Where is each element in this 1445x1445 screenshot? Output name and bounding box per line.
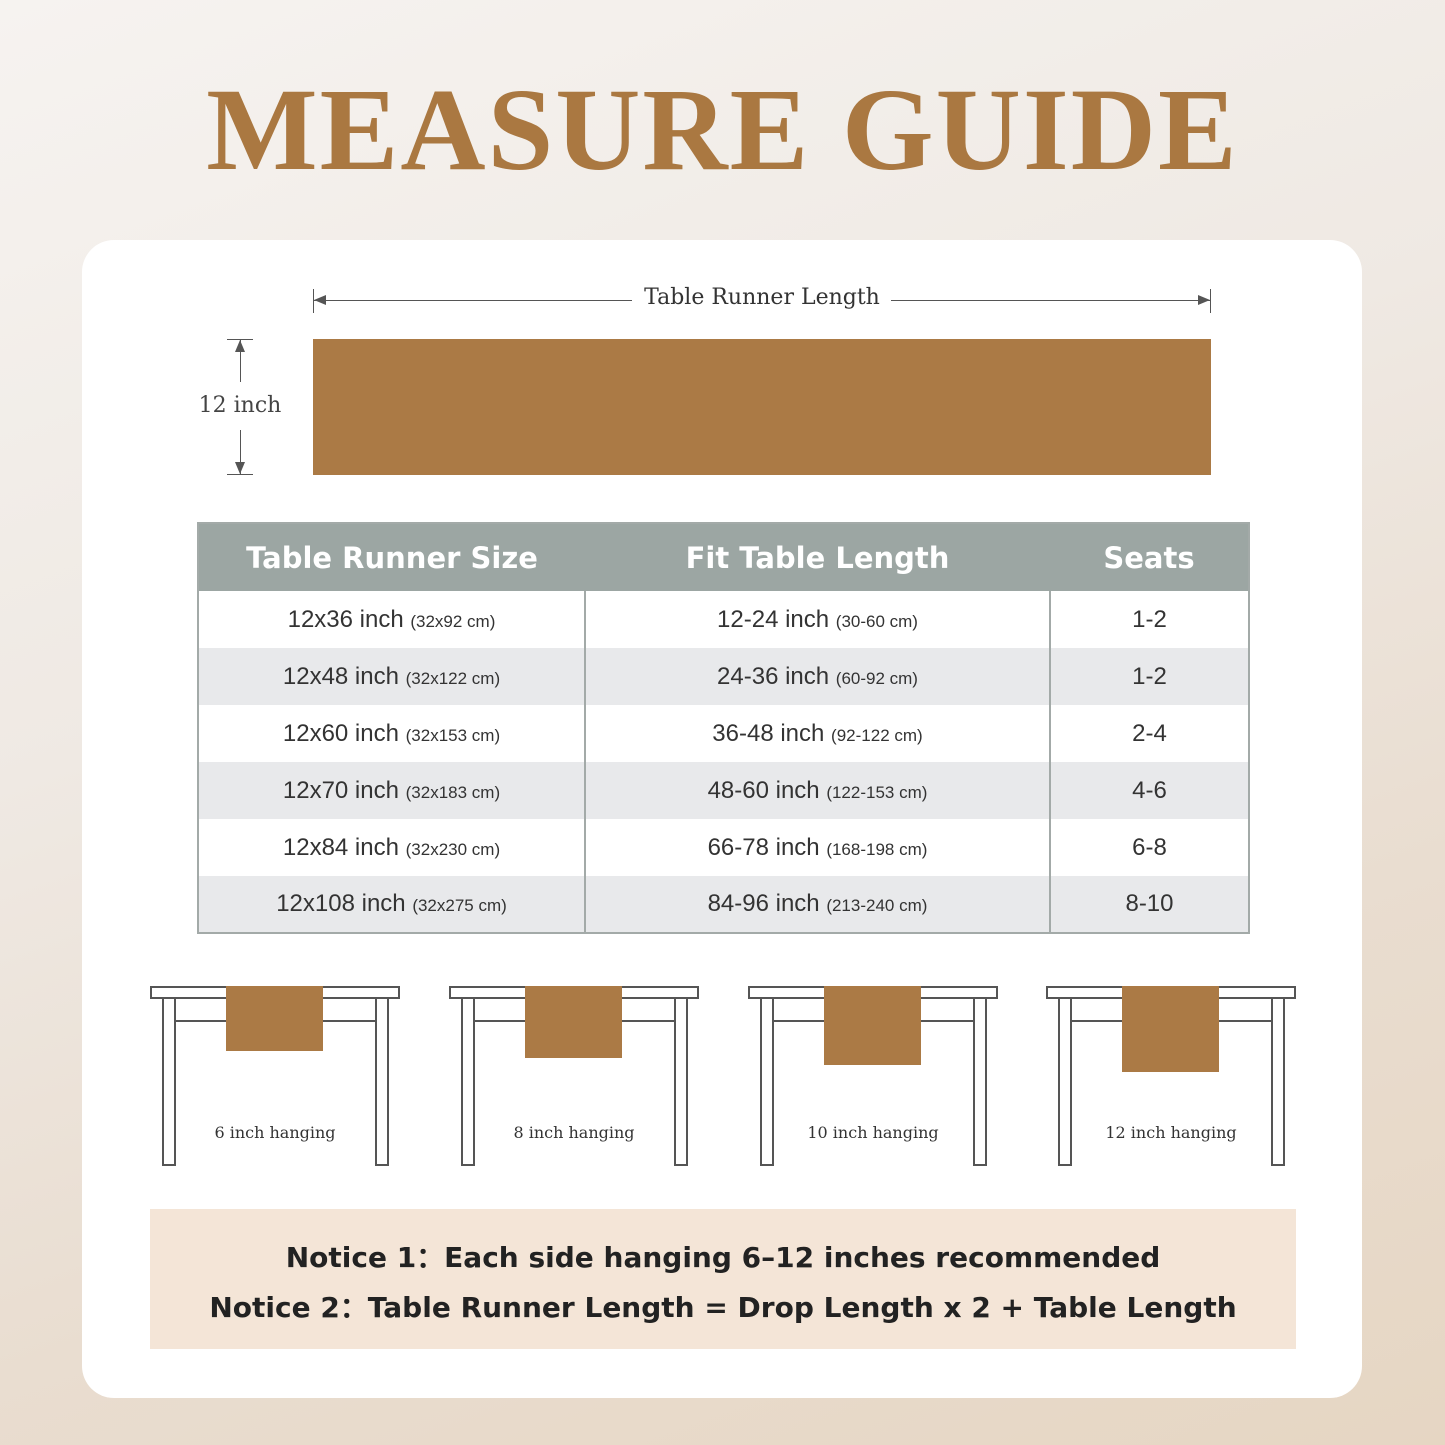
arrow-up-icon xyxy=(235,340,245,352)
size-inch: 12x84 inch xyxy=(282,833,399,861)
page-title: MEASURE GUIDE xyxy=(206,64,1239,195)
runner-illustration xyxy=(313,339,1211,475)
size-cm: (32x122 cm) xyxy=(405,668,501,688)
seats-cell: 4-6 xyxy=(1049,762,1249,819)
hanging-label: 6 inch hanging xyxy=(214,1123,336,1142)
size-cm: (32x92 cm) xyxy=(410,611,496,631)
size-cm: (32x153 cm) xyxy=(405,725,501,745)
fit-cm: (122-153 cm) xyxy=(826,782,928,802)
table-hanging-illustration: 6 inch hanging xyxy=(150,986,400,1168)
runner-drape xyxy=(824,986,921,1065)
notice-1: Notice 1：Each side hanging 6–12 inches r… xyxy=(285,1241,1161,1274)
fit-cell: 66-78 inch (168-198 cm) xyxy=(584,819,1050,876)
arrow-left-icon xyxy=(314,295,326,305)
table-row: 12x84 inch (32x230 cm) 66-78 inch (168-1… xyxy=(198,819,1249,876)
size-cm: (32x230 cm) xyxy=(405,839,501,859)
fit-cell: 48-60 inch (122-153 cm) xyxy=(584,762,1050,819)
fit-cell: 12-24 inch (30-60 cm) xyxy=(584,591,1050,648)
hanging-label: 12 inch hanging xyxy=(1105,1123,1237,1142)
hanging-label: 8 inch hanging xyxy=(513,1123,635,1142)
size-cell: 12x84 inch (32x230 cm) xyxy=(198,819,585,876)
header-fit: Fit Table Length xyxy=(585,523,1050,591)
fit-cm: (60-92 cm) xyxy=(835,668,918,688)
header-size: Table Runner Size xyxy=(198,523,585,591)
fit-inch: 24-36 inch xyxy=(717,662,830,690)
table-hanging-illustration: 10 inch hanging xyxy=(748,986,998,1168)
size-inch: 12x60 inch xyxy=(282,719,399,747)
size-inch: 12x36 inch xyxy=(287,605,404,633)
hanging-label: 10 inch hanging xyxy=(807,1123,939,1142)
seats-cell: 2-4 xyxy=(1049,705,1249,762)
arrow-down-icon xyxy=(235,462,245,474)
seats-cell: 1-2 xyxy=(1049,591,1249,648)
size-cm: (32x275 cm) xyxy=(412,896,507,915)
size-cell: 12x108 inch (32x275 cm) xyxy=(198,876,585,933)
fit-inch: 48-60 inch xyxy=(707,776,820,804)
table-hanging-illustration: 8 inch hanging xyxy=(449,986,699,1168)
seats-cell: 6-8 xyxy=(1049,819,1249,876)
fit-cell: 84-96 inch (213-240 cm) xyxy=(584,876,1050,933)
table-row: 12x48 inch (32x122 cm) 24-36 inch (60-92… xyxy=(198,648,1249,705)
size-inch: 12x70 inch xyxy=(282,776,399,804)
fit-cm: (168-198 cm) xyxy=(826,839,928,859)
fit-cell: 24-36 inch (60-92 cm) xyxy=(584,648,1050,705)
seats-cell: 1-2 xyxy=(1049,648,1249,705)
table-hanging-illustration: 12 inch hanging xyxy=(1046,986,1296,1168)
fit-cm: (30-60 cm) xyxy=(835,611,918,631)
table-row: 12x70 inch (32x183 cm) 48-60 inch (122-1… xyxy=(198,762,1249,819)
fit-cm: (213-240 cm) xyxy=(826,896,928,915)
size-cell: 12x48 inch (32x122 cm) xyxy=(198,648,585,705)
notice-2: Notice 2：Table Runner Length = Drop Leng… xyxy=(209,1291,1237,1324)
fit-inch: 36-48 inch xyxy=(712,719,825,747)
size-cm: (32x183 cm) xyxy=(405,782,501,802)
runner-drape xyxy=(1122,986,1219,1072)
runner-drape xyxy=(525,986,622,1058)
header-seats: Seats xyxy=(1050,523,1249,591)
size-table: Table Runner Size Fit Table Length Seats… xyxy=(197,522,1250,934)
fit-cm: (92-122 cm) xyxy=(831,725,923,745)
fit-inch: 12-24 inch xyxy=(717,605,830,633)
length-label: Table Runner Length xyxy=(644,285,880,310)
size-cell: 12x70 inch (32x183 cm) xyxy=(198,762,585,819)
table-row: 12x36 inch (32x92 cm) 12-24 inch (30-60 … xyxy=(198,591,1249,648)
table-row: 12x108 inch (32x275 cm) 84-96 inch (213-… xyxy=(198,876,1249,933)
size-inch: 12x48 inch xyxy=(282,662,399,690)
runner-drape xyxy=(226,986,323,1051)
arrow-right-icon xyxy=(1198,295,1210,305)
fit-inch: 66-78 inch xyxy=(707,833,820,861)
size-cell: 12x36 inch (32x92 cm) xyxy=(198,591,585,648)
fit-inch: 84-96 inch xyxy=(707,890,820,917)
size-cell: 12x60 inch (32x153 cm) xyxy=(198,705,585,762)
notice-box: Notice 1：Each side hanging 6–12 inches r… xyxy=(150,1209,1296,1349)
seats-cell: 8-10 xyxy=(1049,876,1249,933)
table-header: Table Runner Size Fit Table Length Seats xyxy=(198,523,1249,591)
fit-cell: 36-48 inch (92-122 cm) xyxy=(584,705,1050,762)
size-inch: 12x108 inch xyxy=(276,890,406,917)
table-row: 12x60 inch (32x153 cm) 36-48 inch (92-12… xyxy=(198,705,1249,762)
width-label: 12 inch xyxy=(198,393,282,418)
